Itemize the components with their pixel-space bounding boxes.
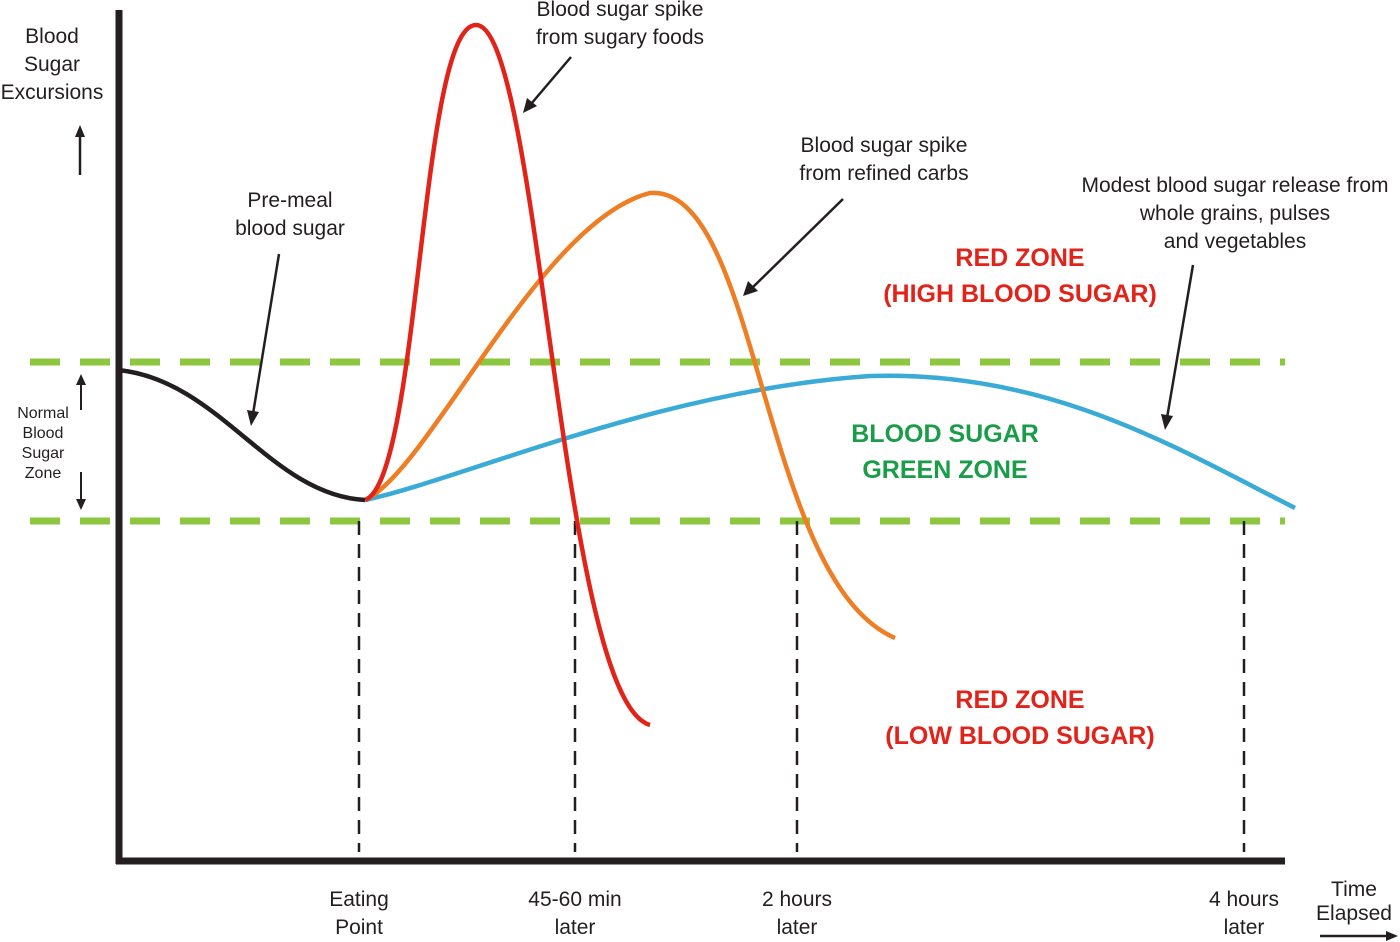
time-label-line: 45-60 min xyxy=(528,888,622,911)
whole-grain-pointer-arrow xyxy=(1161,264,1195,430)
time-label-eating-point: Eating Point xyxy=(299,886,419,942)
annotation-line: whole grains, pulses xyxy=(1139,202,1331,225)
low-red-zone-label: RED ZONE (LOW BLOOD SUGAR) xyxy=(860,682,1180,754)
annotation-line: Modest blood sugar release from xyxy=(1081,174,1389,197)
x-axis-label-line: Time xyxy=(1331,878,1377,901)
sugary-foods-annotation: Blood sugar spike from sugary foods xyxy=(510,0,730,52)
normal-zone-label-line: Blood xyxy=(22,425,64,442)
time-label-line: 2 hours xyxy=(761,888,833,911)
normal-zone-arrow-icon xyxy=(76,374,86,510)
normal-zone-label-line: Zone xyxy=(24,465,62,482)
high-red-zone-label: RED ZONE (HIGH BLOOD SUGAR) xyxy=(860,240,1180,312)
time-label-line: later xyxy=(776,916,818,939)
sugary-foods-curve xyxy=(363,22,651,728)
y-axis-label-line: Sugar xyxy=(23,53,81,76)
zone-label-line: GREEN ZONE xyxy=(862,456,1028,484)
annotation-line: Blood sugar spike xyxy=(536,0,704,21)
time-label-line: later xyxy=(554,916,596,939)
y-axis-label-line: Excursions xyxy=(0,81,104,104)
time-label-4-hours: 4 hours later xyxy=(1184,886,1304,942)
time-label-2-hours: 2 hours later xyxy=(737,886,857,942)
whole-grain-annotation: Modest blood sugar release from whole gr… xyxy=(1070,172,1400,256)
time-label-line: Eating xyxy=(329,888,389,911)
time-label-line: Point xyxy=(335,916,383,939)
annotation-line: Pre-meal xyxy=(247,189,333,212)
time-label-line: later xyxy=(1223,916,1265,939)
zone-label-line: (HIGH BLOOD SUGAR) xyxy=(883,280,1157,308)
normal-zone-label-line: Normal xyxy=(17,405,69,422)
refined-carbs-annotation: Blood sugar spike from refined carbs xyxy=(774,132,994,188)
x-axis-label: Time Elapsed xyxy=(1308,878,1400,926)
y-axis-label: Blood Sugar Excursions xyxy=(0,23,104,107)
zone-label-line: RED ZONE xyxy=(955,244,1085,272)
normal-zone-label: Normal Blood Sugar Zone xyxy=(4,404,82,484)
time-label-45-60-min: 45-60 min later xyxy=(505,886,645,942)
zone-label-line: RED ZONE xyxy=(955,686,1085,714)
green-zone-label: BLOOD SUGAR GREEN ZONE xyxy=(810,416,1080,488)
pre-meal-annotation: Pre-meal blood sugar xyxy=(200,187,380,243)
y-axis-arrow-icon xyxy=(75,125,85,175)
y-axis-label-line: Blood xyxy=(25,25,79,48)
annotation-line: blood sugar xyxy=(235,217,345,240)
time-label-line: 4 hours xyxy=(1208,888,1280,911)
pre-meal-curve xyxy=(117,367,366,503)
whole-grain-curve xyxy=(364,373,1297,511)
x-axis-label-line: Elapsed xyxy=(1316,902,1392,925)
zone-label-line: BLOOD SUGAR xyxy=(851,420,1039,448)
pre-meal-pointer-arrow xyxy=(247,253,281,426)
refined-pointer-arrow xyxy=(743,198,844,296)
annotation-line: from sugary foods xyxy=(535,26,705,49)
x-axis-arrow-icon xyxy=(1320,931,1398,941)
annotation-line: from refined carbs xyxy=(799,162,969,185)
zone-label-line: (LOW BLOOD SUGAR) xyxy=(885,722,1155,750)
annotation-line: Blood sugar spike xyxy=(800,134,968,157)
sugary-pointer-arrow xyxy=(523,56,572,113)
annotation-line: and vegetables xyxy=(1163,230,1307,253)
normal-zone-label-line: Sugar xyxy=(21,445,65,462)
refined-carbs-curve xyxy=(364,190,896,641)
